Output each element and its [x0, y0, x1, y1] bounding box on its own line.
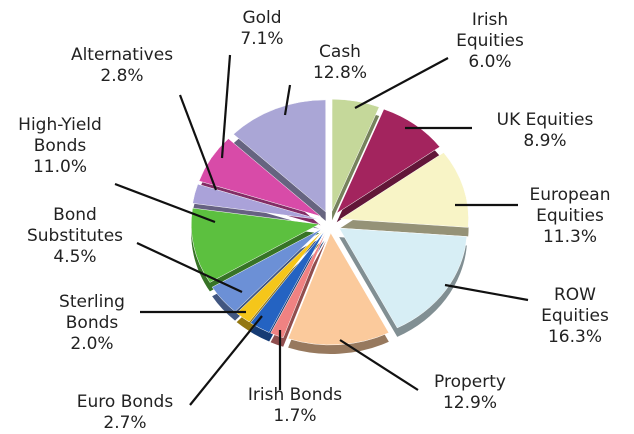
slice-label: Cash 12.8%: [260, 42, 420, 84]
category-label: European Equities: [529, 185, 611, 226]
leader-line: [189, 315, 263, 406]
value-label: 6.0%: [468, 52, 512, 72]
category-label: High-Yield Bonds: [18, 115, 102, 156]
value-label: 12.8%: [312, 63, 367, 83]
value-label: 12.9%: [442, 393, 497, 413]
category-label: Euro Bonds: [76, 392, 174, 412]
category-label: Cash: [319, 42, 361, 62]
slice-label: UK Equities 8.9%: [465, 110, 625, 152]
slice: [287, 232, 390, 346]
slice: [236, 230, 324, 323]
leader-line: [339, 339, 419, 391]
slice: [233, 99, 326, 213]
slice: [190, 207, 321, 283]
category-label: Bond Substitutes: [26, 205, 124, 246]
slice: [198, 138, 321, 217]
slice-label: Euro Bonds 2.7%: [50, 392, 200, 434]
slice-label: European Equities 11.3%: [515, 185, 625, 248]
slice: [338, 227, 468, 329]
leader-line: [220, 54, 232, 159]
value-label: 2.0%: [70, 334, 114, 354]
leader-line: [178, 94, 218, 191]
value-label: 11.3%: [542, 227, 597, 247]
category-label: Irish Equities: [456, 10, 524, 51]
category-label: UK Equities: [496, 110, 594, 130]
category-label: Alternatives: [70, 45, 174, 65]
slice: [336, 108, 441, 214]
slice-label: Property 12.9%: [390, 372, 550, 414]
slice: [270, 232, 327, 339]
slice-label: ROW Equities 16.3%: [525, 285, 625, 348]
leader-line: [444, 283, 529, 302]
value-label: 4.5%: [53, 247, 97, 267]
category-label: ROW Equities: [541, 285, 609, 326]
value-label: 7.1%: [240, 29, 284, 49]
slice-label: Alternatives 2.8%: [42, 45, 202, 87]
slices: [190, 98, 469, 346]
value-label: 2.7%: [103, 413, 147, 433]
value-label: 16.3%: [547, 327, 602, 347]
category-label: Sterling Bonds: [59, 292, 125, 333]
slice-label: Gold 7.1%: [182, 8, 342, 50]
value-label: 11.0%: [32, 157, 87, 177]
slice: [339, 152, 469, 228]
value-label: 2.8%: [100, 66, 144, 86]
category-label: Gold: [242, 8, 282, 28]
slice: [331, 98, 380, 212]
category-label: Property: [434, 372, 506, 392]
leader-line: [283, 84, 292, 116]
slice-label: Sterling Bonds 2.0%: [45, 292, 140, 355]
slice: [250, 231, 325, 333]
value-label: 8.9%: [523, 131, 567, 151]
slice-label: Bond Substitutes 4.5%: [13, 205, 138, 268]
slice-label: Irish Equities 6.0%: [440, 10, 540, 73]
slice-label: Irish Bonds 1.7%: [220, 385, 370, 427]
leader-line: [136, 242, 243, 293]
leader-line: [114, 182, 216, 224]
slice: [192, 183, 320, 220]
value-label: 1.7%: [273, 406, 317, 426]
slice-label: High-Yield Bonds 11.0%: [0, 115, 120, 178]
leader-line: [354, 57, 449, 109]
category-label: Irish Bonds: [247, 385, 343, 405]
